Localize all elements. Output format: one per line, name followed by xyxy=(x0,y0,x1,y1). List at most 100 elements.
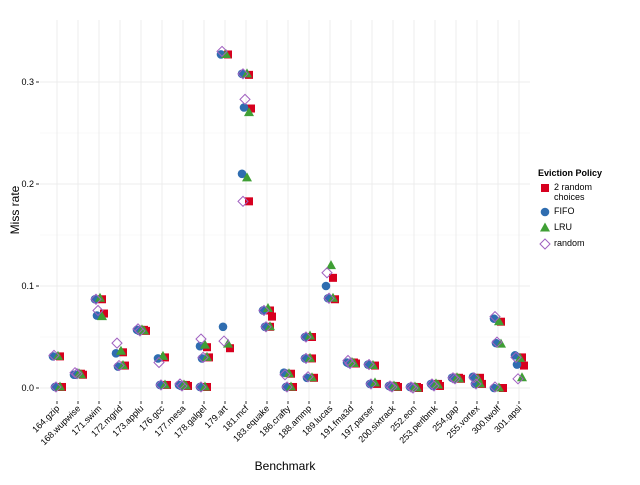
point-2-random-choices xyxy=(268,312,276,321)
point-lru xyxy=(223,338,233,348)
y-tick-label: 0.0 xyxy=(21,383,34,393)
legend: Eviction Policy 2 random choices FIFO LRU r… xyxy=(538,168,614,254)
point-random xyxy=(470,378,482,390)
legend-key-diamond-icon xyxy=(539,238,551,250)
legend-label: FIFO xyxy=(554,206,575,216)
point-random xyxy=(216,45,228,58)
x-axis-label: Benchmark xyxy=(255,459,317,473)
point-random xyxy=(407,382,419,394)
point-fifo xyxy=(237,169,247,179)
point-lru xyxy=(221,48,231,58)
point-lru xyxy=(116,345,126,355)
y-tick-label: 0.1 xyxy=(21,281,34,291)
legend-marker xyxy=(540,222,550,232)
point-lru xyxy=(494,316,504,326)
point-lru xyxy=(370,377,380,387)
point-random xyxy=(134,325,146,337)
legend-key-triangle-icon xyxy=(540,222,550,232)
point-random xyxy=(69,366,81,379)
point-lru xyxy=(158,350,168,360)
point-2-random-choices xyxy=(247,104,255,113)
point-fifo xyxy=(512,360,522,369)
point-fifo xyxy=(239,103,249,112)
point-random xyxy=(300,331,312,343)
point-random xyxy=(237,68,249,80)
point-2-random-choices xyxy=(329,273,337,282)
point-lru xyxy=(95,292,105,302)
point-random xyxy=(197,351,209,364)
point-random xyxy=(113,359,125,372)
point-random xyxy=(386,381,398,393)
point-random xyxy=(428,380,440,392)
x-axis: 164.gzip168.wupwise171.swim172.mgrid173.… xyxy=(30,401,523,447)
point-lru xyxy=(263,302,273,312)
point-random xyxy=(50,381,62,393)
point-random xyxy=(260,321,272,333)
legend-title: Eviction Policy xyxy=(538,168,603,178)
point-random xyxy=(491,336,503,348)
legend-key-circle-icon xyxy=(540,207,550,217)
legend-item: FIFO xyxy=(538,206,614,218)
point-random xyxy=(489,381,501,393)
point-random xyxy=(48,349,60,362)
point-fifo xyxy=(218,322,228,332)
point-2-random-choices xyxy=(520,361,528,370)
point-random xyxy=(323,292,335,304)
point-lru xyxy=(494,382,504,392)
point-fifo xyxy=(321,281,331,291)
point-random xyxy=(279,369,291,381)
legend-label: 2 random choices xyxy=(554,182,593,202)
point-random xyxy=(237,195,249,208)
point-random xyxy=(489,310,501,323)
point-random xyxy=(405,381,417,393)
point-lru xyxy=(244,107,254,117)
point-2-random-choices xyxy=(100,309,108,318)
legend-key-square-icon xyxy=(541,184,549,192)
y-tick-label: 0.3 xyxy=(21,77,34,87)
point-random xyxy=(155,379,167,391)
point-random xyxy=(468,372,480,384)
point-lru xyxy=(76,369,86,379)
y-axis-label: Miss rate xyxy=(8,185,22,234)
legend-label: random xyxy=(554,238,585,248)
point-random xyxy=(449,373,461,385)
point-random xyxy=(153,356,165,369)
point-lru xyxy=(242,172,252,182)
point-random xyxy=(344,357,356,370)
legend-item: 2 random choices xyxy=(538,182,614,202)
point-lru xyxy=(517,372,527,382)
point-2-random-choices xyxy=(499,384,507,392)
point-lru xyxy=(307,372,317,382)
point-random xyxy=(363,358,375,371)
point-random xyxy=(512,373,524,385)
point-random xyxy=(302,371,314,383)
point-random xyxy=(510,351,522,364)
legend-marker xyxy=(540,207,550,217)
point-random xyxy=(92,304,104,317)
point-random xyxy=(111,337,123,349)
point-lru xyxy=(368,360,378,370)
point-random xyxy=(447,372,459,384)
point-random xyxy=(195,333,207,345)
legend-item: LRU xyxy=(538,222,614,234)
point-lru xyxy=(305,330,315,340)
y-axis: 0.0 0.1 0.2 0.3 xyxy=(21,77,39,393)
point-lru xyxy=(326,260,336,270)
point-lru xyxy=(97,311,107,321)
legend-item: random xyxy=(538,238,614,250)
point-lru xyxy=(200,339,210,349)
point-2-random-choices xyxy=(226,344,234,353)
point-random xyxy=(239,93,251,106)
legend-label: LRU xyxy=(554,222,573,232)
point-random xyxy=(258,304,270,317)
point-lru xyxy=(515,352,525,362)
legend-marker xyxy=(541,184,549,192)
y-tick-label: 0.2 xyxy=(21,179,34,189)
point-random xyxy=(365,378,377,390)
point-lru xyxy=(53,350,63,360)
points xyxy=(48,45,528,394)
point-lru xyxy=(433,379,443,389)
point-random xyxy=(281,381,293,393)
point-random xyxy=(342,354,354,367)
